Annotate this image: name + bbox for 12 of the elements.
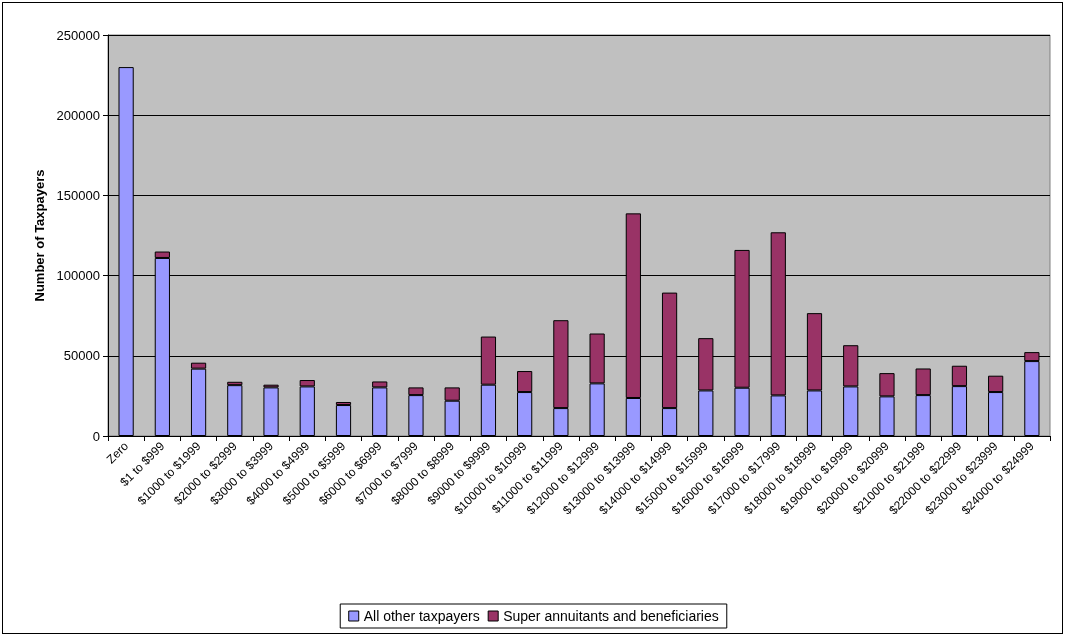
y-tick-label: 100000 — [56, 268, 100, 284]
bar — [263, 387, 279, 436]
legend-label: Super annuitants and beneficiaries — [503, 608, 719, 624]
y-tick-label: 250000 — [56, 27, 100, 43]
legend-label: All other taxpayers — [363, 608, 480, 624]
y-tick-label: 50000 — [63, 348, 100, 364]
y-axis-title: Number of Taxpayers — [31, 169, 47, 302]
y-tick-label: 200000 — [56, 107, 100, 123]
bar — [335, 405, 352, 436]
bar — [227, 385, 243, 436]
y-tick-label: 150000 — [56, 187, 100, 203]
y-tick-label: 0 — [92, 428, 100, 444]
